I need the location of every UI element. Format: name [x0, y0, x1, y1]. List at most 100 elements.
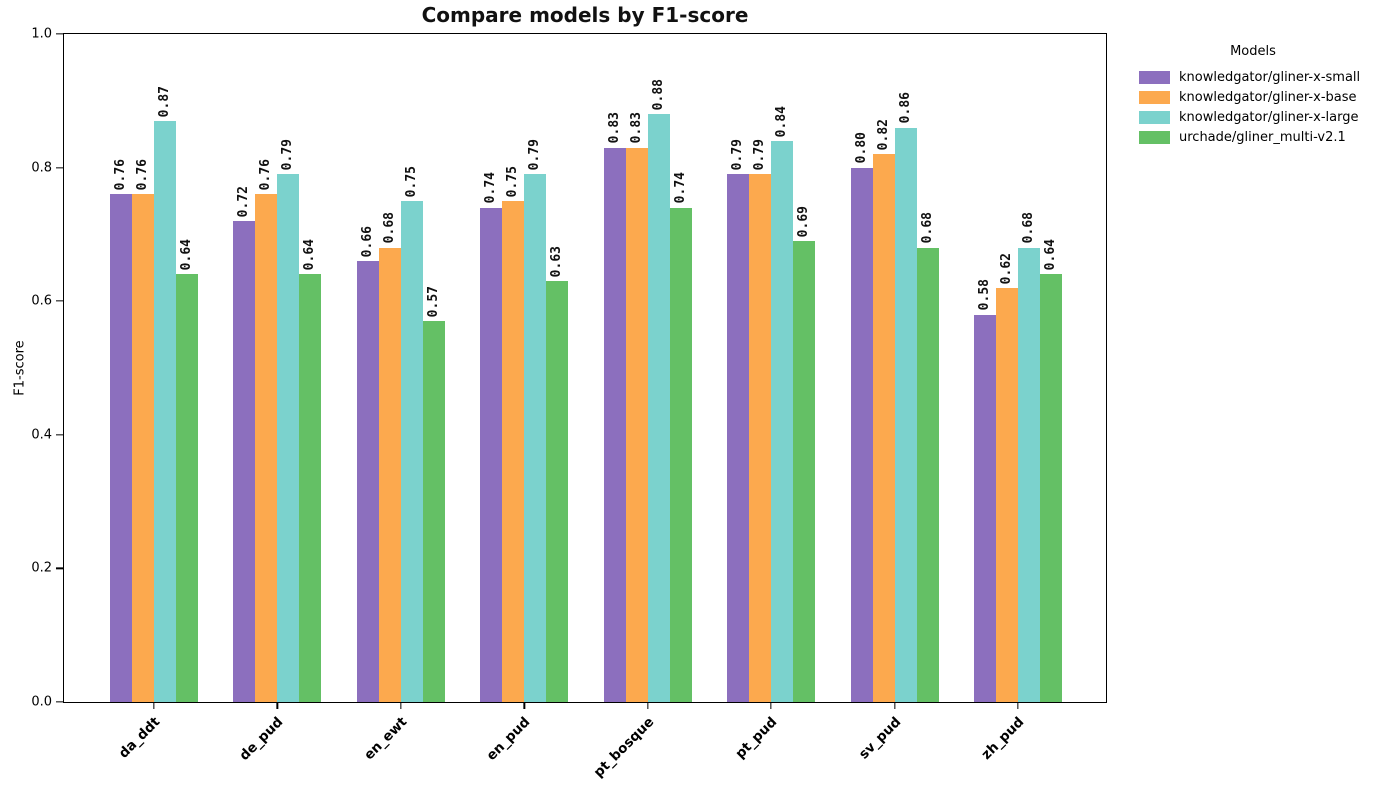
legend-swatch [1139, 70, 1170, 84]
x-tick-mark [523, 702, 525, 709]
bar-value-label: 0.63 [549, 245, 565, 278]
bar-value-label: 0.69 [796, 205, 812, 238]
y-tick-mark [55, 434, 63, 436]
bar-gliner-x-base-de_pud: 0.76 [255, 159, 278, 702]
chart-title: Compare models by F1-score [421, 3, 749, 27]
bar-value-label: 0.64 [302, 239, 318, 271]
bar-gliner_multi-v2.1-en_ewt: 0.57 [422, 286, 445, 702]
bar-gliner-x-small-pt_pud: 0.79 [727, 139, 750, 702]
legend-item-label: urchade/gliner_multi-v2.1 [1179, 129, 1346, 145]
bar-gliner-x-small-en_pud: 0.74 [480, 172, 503, 702]
bar-gliner-x-small-sv_pud: 0.80 [850, 132, 873, 702]
bar-group-pt_pud: 0.79 0.79 0.84 0.69 [727, 34, 816, 702]
bar-value-label: 0.76 [258, 159, 274, 191]
bar-value-label: 0.74 [483, 172, 499, 204]
legend-item-label: knowledgator/gliner-x-large [1179, 109, 1359, 125]
bar-value-label: 0.74 [672, 172, 688, 204]
y-tick-mark [55, 701, 63, 703]
bar-value-label: 0.58 [977, 279, 992, 311]
bar-gliner-x-base-pt_bosque: 0.83 [625, 112, 648, 702]
bar-value-label: 0.79 [527, 138, 543, 171]
legend-item: knowledgator/gliner-x-base [1139, 87, 1367, 107]
legend-swatch [1139, 110, 1170, 124]
bar-gliner-x-large-sv_pud: 0.86 [894, 92, 917, 702]
plot-area: 0.0 0.2 0.4 0.6 0.8 1.0 da_ddt 0.76 0.76 0.87 0.64… [31, 28, 1107, 781]
x-tick-label: pt_pud [732, 714, 781, 762]
bar-value-label: 0.88 [650, 78, 666, 111]
legend: Models knowledgator/gliner-x-small knowle… [1139, 44, 1367, 147]
bar-gliner-x-small-da_ddt: 0.76 [110, 159, 132, 702]
x-tick-label: en_pud [483, 714, 534, 764]
bar-value-label: 0.79 [280, 138, 296, 171]
x-tick-mark [893, 702, 896, 709]
x-tick-label: sv_pud [855, 714, 904, 763]
bar-group-en_pud: 0.74 0.75 0.79 0.63 [480, 34, 569, 702]
bar-value-label: 0.84 [774, 105, 790, 137]
bar-group-zh_pud: 0.58 0.62 0.68 0.64 [974, 34, 1062, 702]
bar-gliner-x-small-zh_pud: 0.58 [974, 279, 996, 702]
bar-value-label: 0.86 [897, 92, 913, 124]
bar-value-label: 0.57 [425, 285, 441, 318]
bar-gliner-x-large-pt_bosque: 0.88 [647, 79, 670, 702]
bar-gliner-x-small-de_pud: 0.72 [233, 186, 256, 702]
bar-value-label: 0.82 [875, 118, 891, 151]
bar-value-label: 0.62 [999, 252, 1014, 284]
bar-gliner-x-large-en_pud: 0.79 [524, 139, 547, 702]
bar-gliner-x-large-pt_pud: 0.84 [771, 106, 794, 702]
bar-value-label: 0.83 [606, 112, 622, 144]
bar-gliner-x-base-sv_pud: 0.82 [872, 119, 895, 702]
bar-gliner-x-large-zh_pud: 0.68 [1018, 212, 1040, 702]
y-tick-label: 1.0 [31, 26, 52, 42]
bar-gliner-x-large-de_pud: 0.79 [277, 139, 300, 702]
bar-value-label: 0.66 [359, 225, 375, 258]
y-tick-label: 0.4 [31, 427, 52, 443]
x-tick-mark [276, 702, 279, 709]
x-tick-label: de_pud [236, 714, 287, 764]
bar-value-label: 0.76 [113, 159, 128, 191]
bar-gliner_multi-v2.1-de_pud: 0.64 [299, 239, 322, 702]
legend-item: knowledgator/gliner-x-large [1139, 107, 1367, 127]
x-tick-label: en_ewt [360, 714, 411, 764]
bar-gliner_multi-v2.1-da_ddt: 0.64 [176, 239, 198, 702]
bar-value-label: 0.76 [135, 159, 150, 191]
legend-swatch [1139, 90, 1170, 104]
bar-gliner-x-base-en_pud: 0.75 [502, 166, 525, 702]
x-tick-mark [153, 702, 155, 709]
y-axis-label: F1-score [12, 340, 28, 396]
bar-gliner_multi-v2.1-sv_pud: 0.68 [916, 212, 939, 702]
y-tick-mark [55, 300, 63, 302]
bar-group-sv_pud: 0.80 0.82 0.86 0.68 [850, 34, 939, 702]
legend-swatch [1139, 130, 1170, 144]
x-tick-mark [1017, 702, 1019, 709]
bar-gliner_multi-v2.1-zh_pud: 0.64 [1040, 239, 1062, 702]
y-tick-mark [55, 33, 63, 35]
bar-value-label: 0.75 [403, 165, 419, 197]
legend-item-label: knowledgator/gliner-x-small [1179, 69, 1361, 85]
legend-item: knowledgator/gliner-x-small [1139, 67, 1367, 87]
bar-gliner_multi-v2.1-pt_bosque: 0.74 [669, 172, 692, 702]
bar-value-label: 0.75 [505, 165, 521, 197]
bar-group-de_pud: 0.72 0.76 0.79 0.64 [233, 34, 322, 702]
bar-group-en_ewt: 0.66 0.68 0.75 0.57 [356, 34, 445, 702]
x-tick-mark [400, 702, 402, 709]
bar-group-da_ddt: 0.76 0.76 0.87 0.64 [110, 34, 198, 702]
bar-value-label: 0.68 [1021, 212, 1036, 244]
legend-item-label: knowledgator/gliner-x-base [1179, 89, 1357, 105]
bar-value-label: 0.68 [919, 212, 935, 244]
bar-value-label: 0.83 [628, 112, 644, 144]
bar-value-label: 0.79 [752, 138, 768, 171]
bar-value-label: 0.68 [381, 212, 397, 244]
bar-gliner-x-base-zh_pud: 0.62 [996, 253, 1018, 702]
bar-gliner-x-small-en_ewt: 0.66 [356, 226, 379, 702]
bar-gliner_multi-v2.1-pt_pud: 0.69 [793, 206, 816, 702]
x-tick-label: pt_bosque [590, 714, 658, 781]
bar-group-pt_bosque: 0.83 0.83 0.88 0.74 [603, 34, 692, 702]
legend-item: urchade/gliner_multi-v2.1 [1139, 127, 1367, 147]
bar-value-label: 0.72 [236, 185, 252, 218]
bar-gliner-x-large-en_ewt: 0.75 [400, 166, 423, 702]
bar-value-label: 0.80 [853, 132, 869, 164]
bar-gliner-x-base-da_ddt: 0.76 [132, 159, 154, 702]
x-tick-label: da_ddt [115, 714, 164, 762]
y-tick-label: 0.8 [31, 160, 52, 176]
